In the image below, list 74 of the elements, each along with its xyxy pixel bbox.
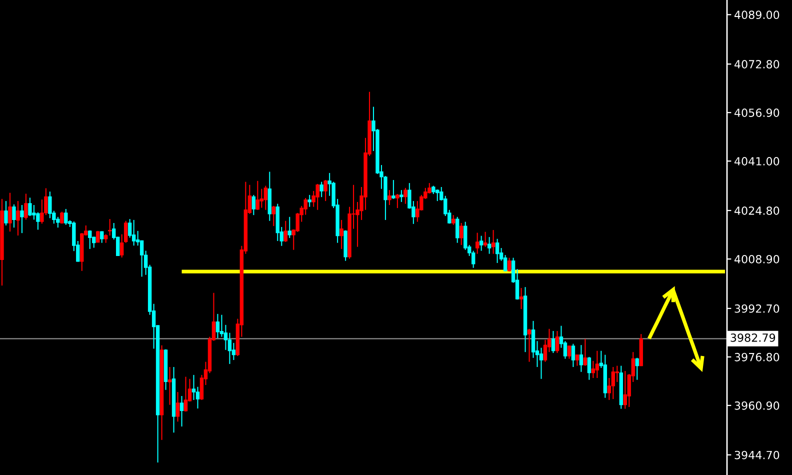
candlestick	[340, 219, 344, 250]
y-tick-label: 3976.80	[734, 352, 780, 362]
candlestick	[100, 230, 104, 244]
candlestick	[507, 257, 512, 272]
y-tick-label: 4041.00	[734, 157, 780, 166]
candlestick	[24, 193, 28, 220]
candlestick	[475, 232, 480, 254]
candlestick	[8, 192, 12, 232]
candlestick	[28, 197, 32, 217]
ref-line-label: 3982.79	[730, 333, 776, 342]
candlestick	[404, 187, 408, 204]
candlestick	[12, 204, 16, 228]
candlestick	[184, 376, 188, 412]
candlestick	[132, 219, 136, 246]
y-tick-label: 3992.70	[734, 304, 780, 313]
candlestick	[615, 365, 619, 382]
candlestick	[272, 205, 276, 227]
candlestick	[264, 185, 268, 210]
candlestick	[308, 194, 312, 208]
candlestick	[288, 216, 292, 238]
candlestick	[483, 231, 488, 248]
candlestick	[495, 238, 500, 264]
candlestick	[595, 350, 600, 379]
candlestick	[611, 366, 616, 400]
candlestick	[108, 218, 112, 236]
candlestick	[551, 330, 556, 354]
candlestick	[252, 194, 256, 216]
candlestick	[579, 344, 584, 372]
y-tick-label: 4072.80	[734, 60, 780, 68]
candlestick	[388, 190, 392, 206]
candlestick	[460, 222, 464, 246]
candlestick	[4, 200, 8, 226]
candlestick	[216, 313, 220, 339]
candlestick	[392, 179, 396, 200]
candlestick	[635, 357, 639, 380]
candlestick	[587, 356, 592, 380]
candlestick	[228, 332, 232, 364]
candlestick	[88, 230, 92, 250]
candlestick	[256, 180, 260, 210]
candlestick	[519, 287, 524, 310]
candlestick	[16, 200, 20, 236]
candlestick	[284, 220, 288, 242]
y-tick-label: 3944.70	[734, 450, 780, 460]
candlestick	[20, 204, 24, 234]
candlestick	[168, 366, 172, 406]
candlestick	[571, 343, 576, 368]
candlestick	[320, 181, 324, 198]
y-tick-label: 4056.90	[734, 108, 780, 117]
candlestick	[479, 235, 484, 252]
candlestick	[180, 395, 184, 428]
candlestick	[176, 392, 180, 422]
candlestick	[64, 208, 68, 226]
candlestick	[464, 221, 468, 250]
y-tick-label: 4024.80	[734, 206, 780, 215]
candlestick	[396, 194, 400, 209]
candlestick	[527, 328, 532, 362]
candlestick	[324, 179, 328, 202]
candlestick	[583, 338, 588, 366]
candlestick	[400, 190, 404, 202]
y-tick-label: 3960.90	[734, 401, 780, 410]
candlestick	[316, 183, 320, 210]
y-tick-label: 4008.90	[734, 254, 780, 264]
candlestick	[563, 340, 568, 360]
candlestick	[260, 188, 264, 208]
candlestick	[232, 342, 236, 361]
candlestick	[456, 216, 460, 244]
candlestick	[491, 230, 496, 254]
candlestick	[567, 345, 572, 360]
candlestick	[623, 370, 627, 410]
candlestick	[452, 214, 456, 226]
candlestick	[128, 218, 132, 238]
candlestick	[555, 330, 560, 354]
candlestick	[487, 236, 492, 254]
y-tick-label: 4089.00	[734, 10, 780, 20]
